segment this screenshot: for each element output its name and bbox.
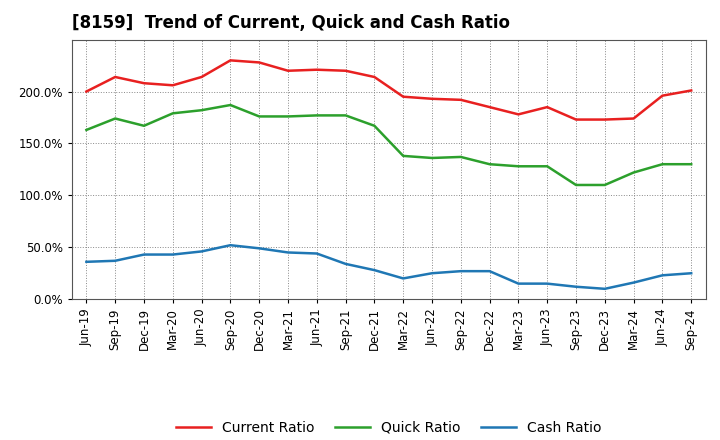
Cash Ratio	[168, 252, 177, 257]
Line: Current Ratio: Current Ratio	[86, 60, 691, 120]
Cash Ratio	[629, 280, 638, 285]
Current Ratio	[226, 58, 235, 63]
Cash Ratio	[687, 271, 696, 276]
Quick Ratio	[284, 114, 292, 119]
Quick Ratio	[456, 154, 465, 160]
Line: Quick Ratio: Quick Ratio	[86, 105, 691, 185]
Cash Ratio	[428, 271, 436, 276]
Cash Ratio	[485, 268, 494, 274]
Quick Ratio	[341, 113, 350, 118]
Current Ratio	[341, 68, 350, 73]
Current Ratio	[168, 83, 177, 88]
Quick Ratio	[168, 111, 177, 116]
Cash Ratio	[543, 281, 552, 286]
Current Ratio	[197, 74, 206, 80]
Cash Ratio	[370, 268, 379, 273]
Cash Ratio	[456, 268, 465, 274]
Legend: Current Ratio, Quick Ratio, Cash Ratio: Current Ratio, Quick Ratio, Cash Ratio	[171, 415, 607, 440]
Cash Ratio	[197, 249, 206, 254]
Current Ratio	[543, 104, 552, 110]
Quick Ratio	[687, 161, 696, 167]
Quick Ratio	[629, 170, 638, 175]
Quick Ratio	[543, 164, 552, 169]
Quick Ratio	[312, 113, 321, 118]
Quick Ratio	[197, 107, 206, 113]
Quick Ratio	[255, 114, 264, 119]
Current Ratio	[82, 89, 91, 94]
Current Ratio	[600, 117, 609, 122]
Line: Cash Ratio: Cash Ratio	[86, 245, 691, 289]
Cash Ratio	[600, 286, 609, 291]
Cash Ratio	[572, 284, 580, 290]
Current Ratio	[284, 68, 292, 73]
Current Ratio	[485, 104, 494, 110]
Quick Ratio	[140, 123, 148, 128]
Quick Ratio	[485, 161, 494, 167]
Quick Ratio	[111, 116, 120, 121]
Cash Ratio	[111, 258, 120, 264]
Current Ratio	[312, 67, 321, 72]
Current Ratio	[572, 117, 580, 122]
Cash Ratio	[312, 251, 321, 256]
Current Ratio	[658, 93, 667, 98]
Current Ratio	[255, 60, 264, 65]
Quick Ratio	[399, 153, 408, 158]
Quick Ratio	[82, 127, 91, 132]
Quick Ratio	[226, 103, 235, 108]
Cash Ratio	[226, 242, 235, 248]
Current Ratio	[514, 112, 523, 117]
Cash Ratio	[82, 259, 91, 264]
Quick Ratio	[514, 164, 523, 169]
Current Ratio	[687, 88, 696, 93]
Quick Ratio	[428, 155, 436, 161]
Cash Ratio	[255, 246, 264, 251]
Current Ratio	[140, 81, 148, 86]
Current Ratio	[111, 74, 120, 80]
Cash Ratio	[341, 261, 350, 267]
Cash Ratio	[514, 281, 523, 286]
Cash Ratio	[399, 276, 408, 281]
Quick Ratio	[572, 182, 580, 187]
Cash Ratio	[658, 273, 667, 278]
Current Ratio	[629, 116, 638, 121]
Current Ratio	[456, 97, 465, 103]
Quick Ratio	[658, 161, 667, 167]
Current Ratio	[370, 74, 379, 80]
Current Ratio	[428, 96, 436, 102]
Quick Ratio	[370, 123, 379, 128]
Cash Ratio	[284, 250, 292, 255]
Current Ratio	[399, 94, 408, 99]
Quick Ratio	[600, 182, 609, 187]
Cash Ratio	[140, 252, 148, 257]
Text: [8159]  Trend of Current, Quick and Cash Ratio: [8159] Trend of Current, Quick and Cash …	[72, 15, 510, 33]
